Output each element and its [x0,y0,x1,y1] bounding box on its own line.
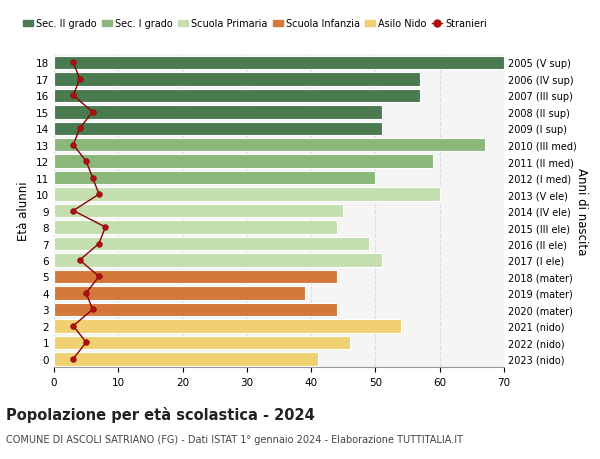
Point [68,60,78,67]
Bar [54,204,343,218]
Point [82,290,91,297]
Bar [54,270,337,284]
Bar [54,172,376,185]
Point [75,76,85,84]
Bar [54,319,401,333]
Point [94,273,104,280]
Y-axis label: Anni di nascita: Anni di nascita [575,168,588,255]
Point [88,306,97,313]
Bar [54,237,369,251]
Point [82,339,91,346]
Point [94,191,104,198]
Point [88,109,97,116]
Bar [54,73,421,86]
Bar [54,336,350,349]
Bar [54,106,382,119]
Bar [54,122,382,136]
Bar [54,286,305,300]
Bar [54,139,485,152]
Bar [54,352,317,366]
Point [94,241,104,248]
Legend: Sec. II grado, Sec. I grado, Scuola Primaria, Scuola Infanzia, Asilo Nido, Stran: Sec. II grado, Sec. I grado, Scuola Prim… [23,19,487,29]
Point [68,92,78,100]
Y-axis label: Età alunni: Età alunni [17,181,31,241]
Bar [54,221,337,234]
Point [68,142,78,149]
Point [75,257,85,264]
Bar [54,155,433,168]
Point [75,125,85,133]
Point [88,174,97,182]
Bar [54,254,382,267]
Point [82,158,91,166]
Point [101,224,110,231]
Bar [54,303,337,316]
Text: COMUNE DI ASCOLI SATRIANO (FG) - Dati ISTAT 1° gennaio 2024 - Elaborazione TUTTI: COMUNE DI ASCOLI SATRIANO (FG) - Dati IS… [6,434,463,444]
Point [68,323,78,330]
Bar [54,90,421,103]
Bar [54,56,504,70]
Bar [54,188,440,202]
Point [68,355,78,363]
Point [68,207,78,215]
Text: Popolazione per età scolastica - 2024: Popolazione per età scolastica - 2024 [6,406,315,422]
